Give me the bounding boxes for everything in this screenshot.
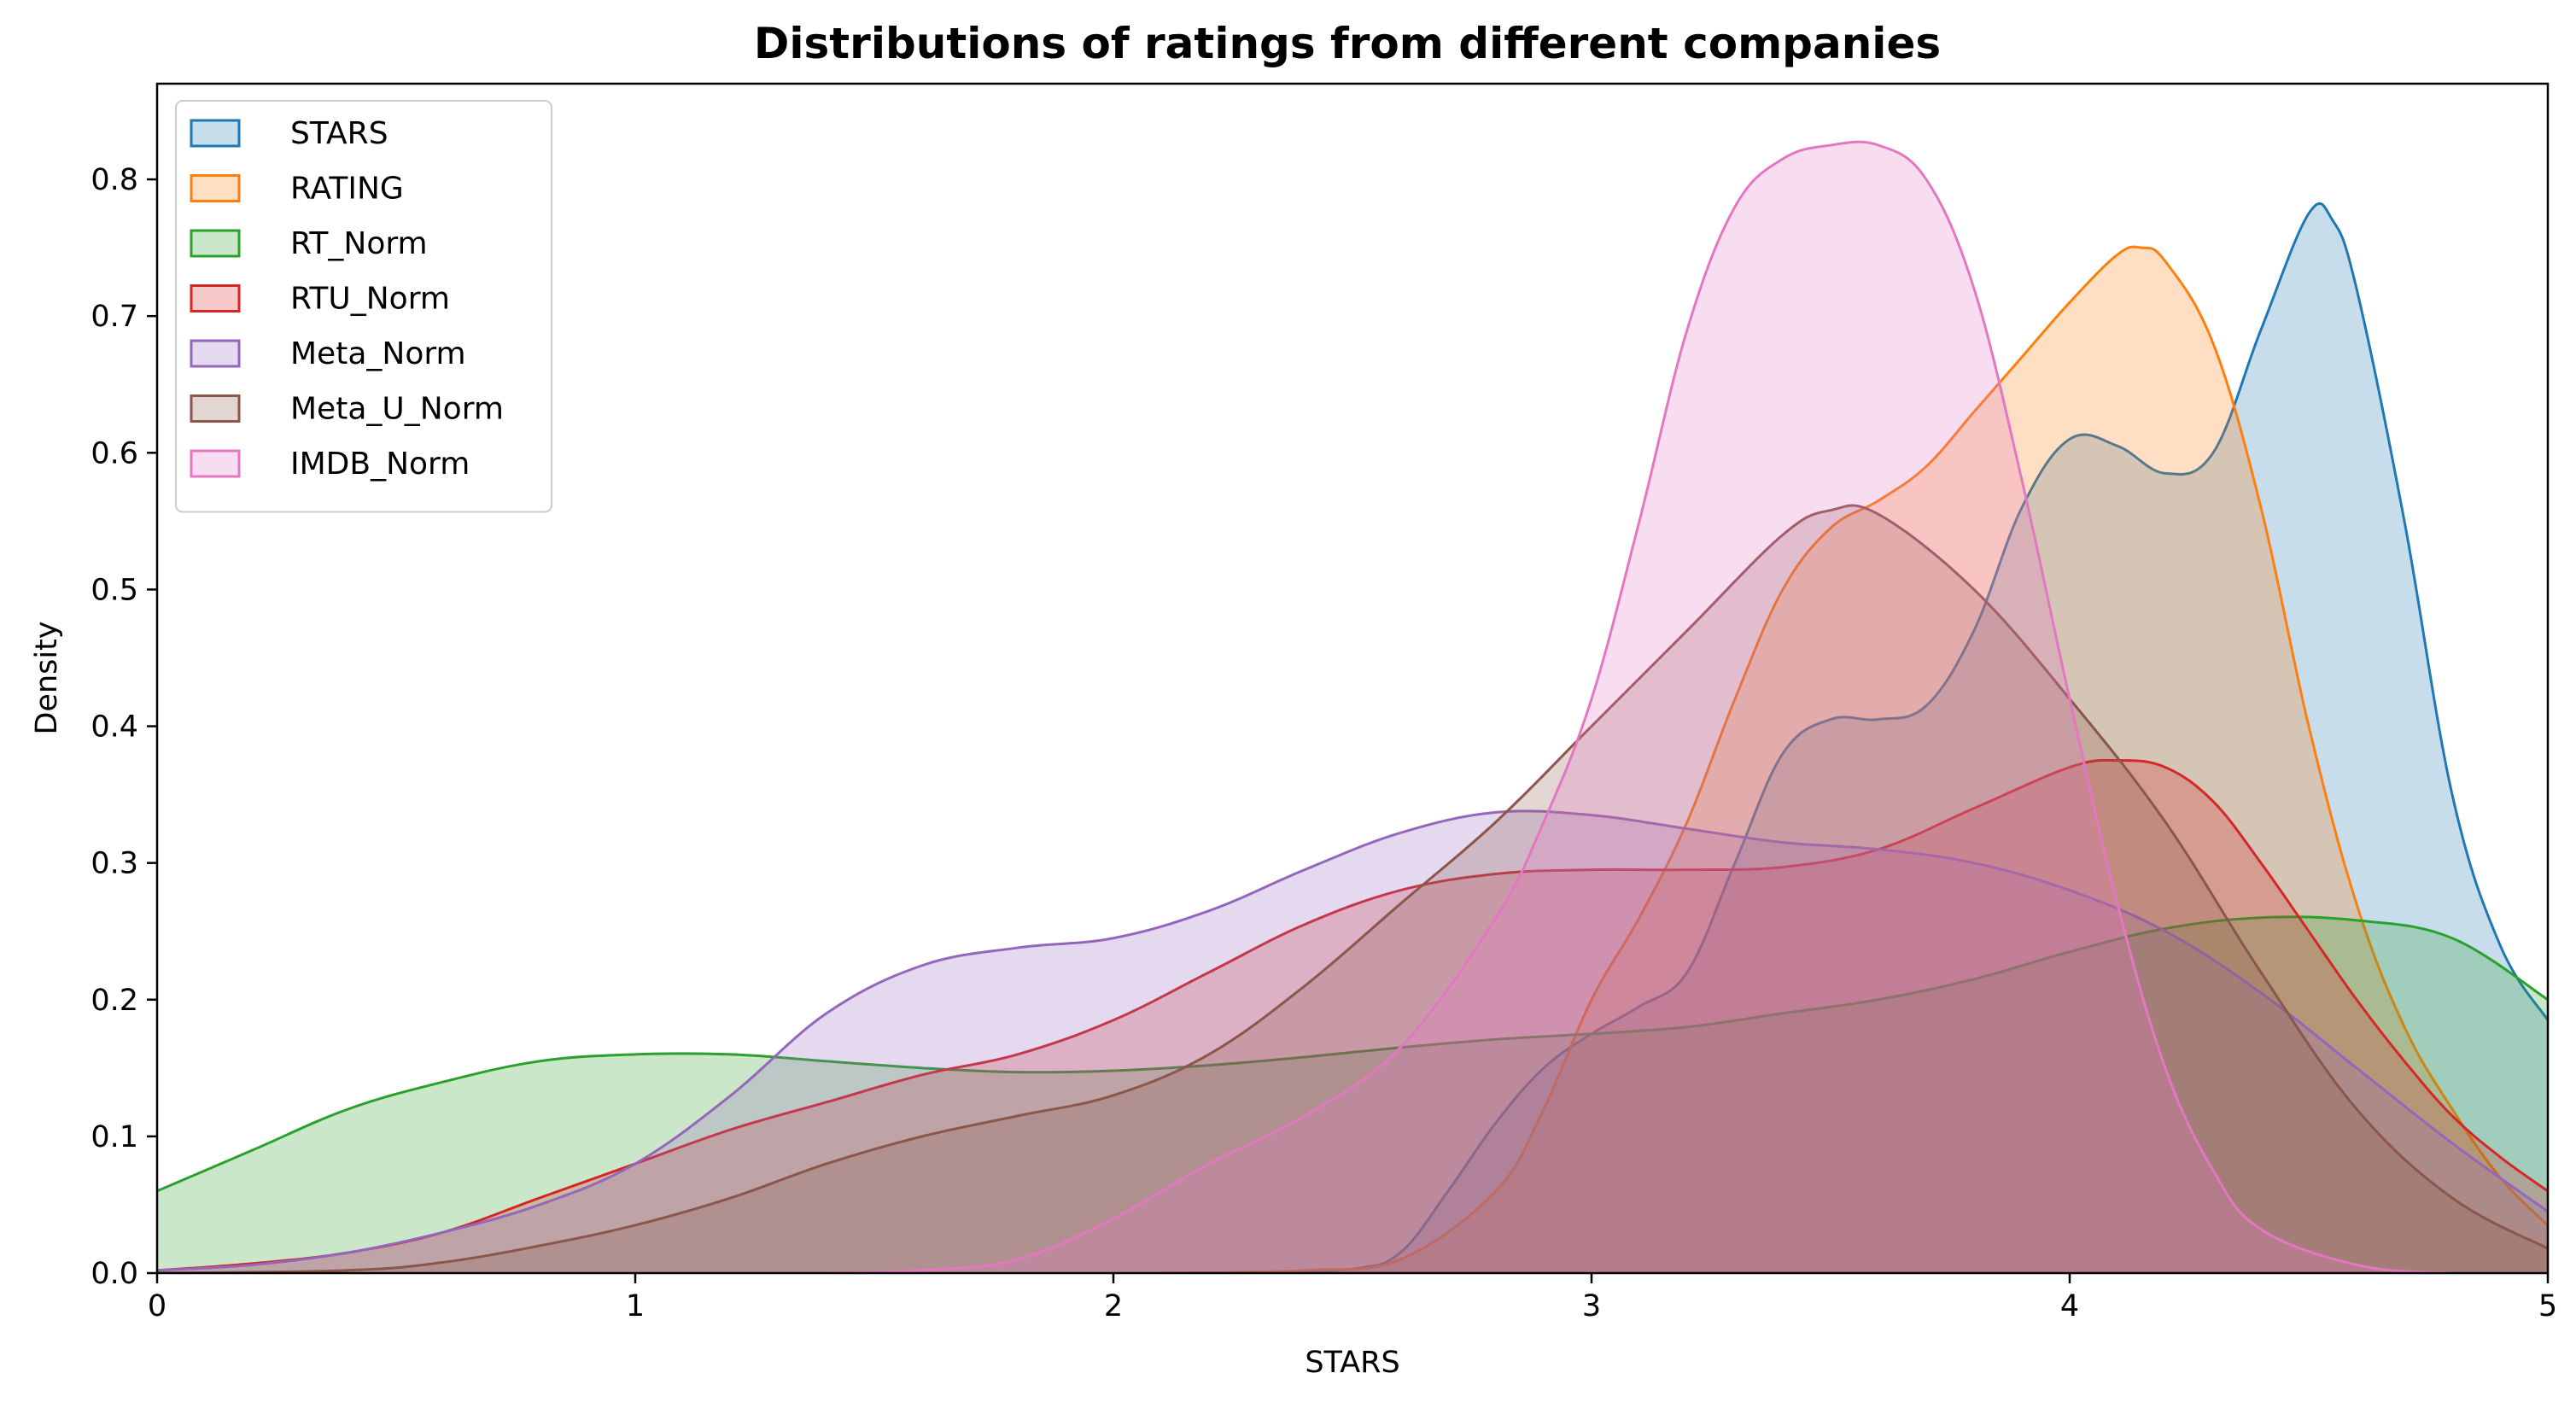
series-area-meta-u-norm [157, 505, 2548, 1273]
y-axis: 0.0 0.1 0.2 0.3 0.4 0.5 0.6 0.7 0.8 [91, 163, 157, 1291]
y-tick-label: 0.2 [91, 984, 138, 1018]
x-axis: 0 1 2 3 4 5 [148, 1273, 2557, 1323]
legend-swatch-meta-norm [190, 339, 241, 368]
y-tick-label: 0.6 [91, 436, 138, 470]
legend-swatch-rating [190, 174, 241, 202]
series-line-rt-norm [157, 915, 2548, 1193]
series-area-rating [1161, 246, 2548, 1273]
legend-swatch-rt-norm [190, 229, 241, 258]
series-area-rtu-norm [157, 760, 2548, 1273]
legend-swatch-meta-u-norm [190, 394, 241, 423]
legend-label-imdb-norm: IMDB_Norm [290, 447, 470, 482]
y-tick-label: 0.0 [91, 1257, 138, 1291]
series-line-rating [1160, 245, 2548, 1273]
legend-label-rating: RATING [290, 172, 404, 207]
x-tick-label: 5 [2538, 1289, 2557, 1323]
x-tick-label: 0 [148, 1289, 166, 1323]
x-tick-label: 4 [2060, 1289, 2079, 1323]
series-line-stars [1256, 202, 2548, 1273]
y-tick-label: 0.8 [91, 163, 138, 197]
y-tick-label: 0.3 [91, 847, 138, 881]
axes-frame [155, 82, 2550, 1275]
series-area-meta-norm [157, 810, 2548, 1273]
series-line-meta-u-norm [157, 504, 2548, 1273]
legend-label-meta-u-norm: Meta_U_Norm [290, 392, 504, 427]
legend: STARS RATING RT_Norm RTU_Norm Meta_Norm Meta_… [175, 100, 552, 513]
legend-swatch-stars [190, 119, 241, 148]
legend-swatch-rtu-norm [190, 284, 241, 313]
legend-label-meta-norm: Meta_Norm [290, 336, 466, 371]
y-tick-label: 0.7 [91, 300, 138, 334]
legend-label-rt-norm: RT_Norm [290, 226, 428, 261]
y-tick-label: 0.1 [91, 1120, 138, 1154]
series-line-rtu-norm [157, 758, 2548, 1272]
series-line-meta-norm [157, 809, 2548, 1272]
y-axis-label: Density [30, 621, 64, 734]
legend-label-rtu-norm: RTU_Norm [290, 282, 450, 317]
y-tick-label: 0.4 [91, 710, 138, 745]
legend-frame [175, 100, 552, 513]
legend-swatch-imdb-norm [190, 449, 241, 478]
x-axis-label: STARS [1305, 1346, 1399, 1380]
x-tick-label: 1 [626, 1289, 645, 1323]
x-tick-label: 2 [1104, 1289, 1123, 1323]
y-tick-label: 0.5 [91, 573, 138, 607]
series-line-imdb-norm [826, 140, 2548, 1273]
plot-area [157, 140, 2548, 1273]
chart-title: Distributions of ratings from different … [754, 19, 1941, 68]
x-tick-label: 3 [1582, 1289, 1601, 1323]
series-area-rt-norm [157, 916, 2548, 1273]
series-area-stars [1257, 203, 2548, 1273]
series-area-imdb-norm [827, 142, 2548, 1273]
legend-label-stars: STARS [290, 116, 388, 151]
